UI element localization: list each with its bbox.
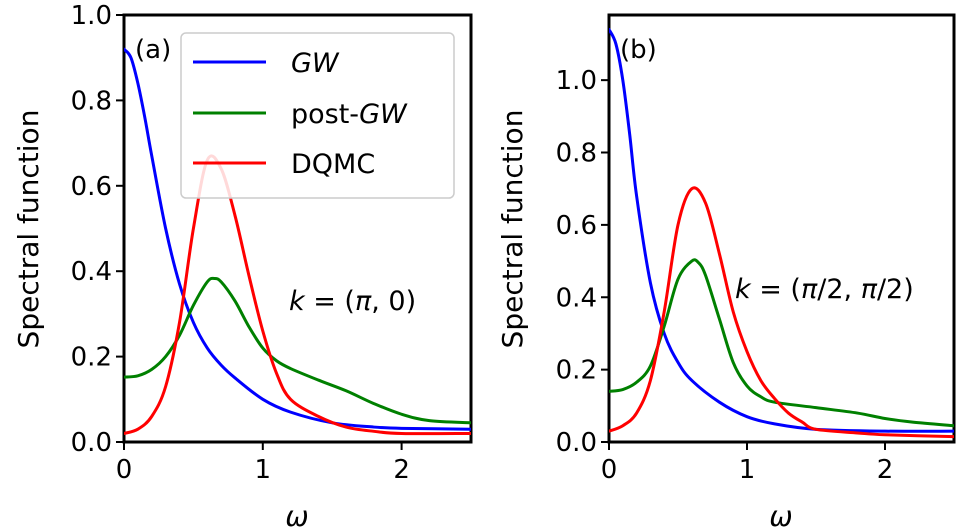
panel-b-ticks: 0.0 0.2 0.4 0.6 0.8 1.0 0 1 2	[556, 66, 894, 485]
panel-b-series-dqmc	[609, 186, 954, 439]
panel-a-xtick-label: 1	[255, 455, 272, 485]
panel-b-series-gw	[609, 27, 954, 433]
legend-box	[180, 32, 455, 199]
panel-b-xlabel: ω	[769, 500, 792, 531]
panel-b-label: (b)	[620, 35, 657, 65]
panel-a-ytick-label: 0.4	[71, 257, 112, 287]
panel-b-xtick-label: 0	[601, 455, 618, 485]
panel-a-series-gw	[124, 47, 471, 431]
panel-a-ticks: 0.0 0.2 0.4 0.6 0.8 1.0 0 1 2	[71, 1, 410, 485]
panel-a-ylabel: Spectral function	[12, 110, 45, 349]
panel-a-ytick-label: 0.2	[71, 343, 112, 373]
panel-a-series-dqmc	[124, 154, 471, 436]
panel-b: 0.0 0.2 0.4 0.6 0.8 1.0 0 1 2 (b) Spectral funct…	[496, 13, 956, 531]
panel-b-ytick-label: 0.4	[556, 283, 597, 313]
legend-label-gw: GW	[291, 48, 340, 79]
legend-label-dqmc: DQMC	[291, 149, 375, 180]
panel-b-plot-area	[609, 27, 954, 439]
panel-b-ytick-label: 0.0	[556, 428, 597, 458]
panel-b-ytick-label: 0.2	[556, 356, 597, 386]
panel-a-xtick-label: 2	[393, 455, 410, 485]
panel-a-ytick-label: 0.8	[71, 86, 112, 116]
legend-label-post-gw: post-GW	[291, 99, 408, 130]
panel-b-xtick-label: 2	[877, 455, 894, 485]
panel-b-annotation: k = (π/2, π/2)	[735, 274, 914, 305]
legend: GW post-GW DQMC	[180, 32, 455, 199]
panel-a-series-post-gw	[124, 276, 471, 425]
panel-b-ytick-label: 0.6	[556, 211, 597, 241]
panel-a-xtick-label: 0	[116, 455, 133, 485]
panel-a: 0.0 0.2 0.4 0.6 0.8 1.0 0 1 2 (a) Spectral funct…	[12, 1, 473, 531]
panel-a-plot-area	[124, 47, 471, 436]
panel-a-ytick-label: 0.6	[71, 172, 112, 202]
panel-a-label: (a)	[135, 35, 171, 65]
panel-b-series-post-gw	[609, 258, 954, 428]
panel-a-ytick-label: 0.0	[71, 428, 112, 458]
panel-a-annotation: k = (π, 0)	[289, 286, 416, 317]
panel-b-frame	[607, 13, 956, 444]
panel-a-xlabel: ω	[285, 500, 308, 531]
panel-b-ytick-label: 0.8	[556, 139, 597, 169]
panel-a-ytick-label: 1.0	[71, 1, 112, 31]
panel-b-xtick-label: 1	[739, 455, 756, 485]
panel-a-frame	[122, 13, 473, 444]
panel-b-ytick-label: 1.0	[556, 66, 597, 96]
panel-b-ylabel: Spectral function	[496, 110, 529, 349]
